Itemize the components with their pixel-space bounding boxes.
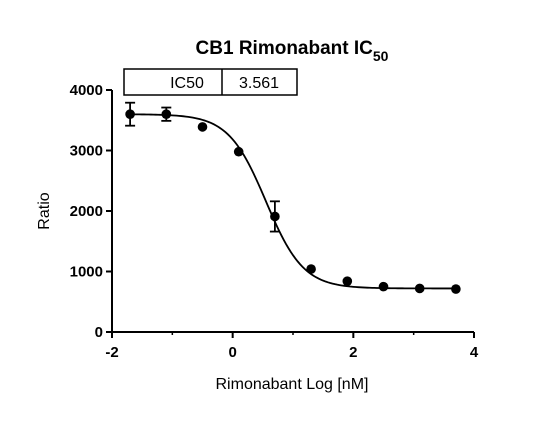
ic50-table-border [123, 68, 298, 96]
data-point [414, 283, 425, 294]
x-tick-label: 4 [470, 344, 479, 361]
ic50-table-label: IC50 [170, 75, 204, 92]
data-point [233, 146, 244, 157]
x-tick-label: 0 [228, 344, 236, 361]
data-point [270, 211, 280, 222]
y-tick-label: 1000 [70, 264, 103, 281]
chart-title-text: CB1 Rimonabant IC [196, 38, 374, 59]
data-point [125, 109, 135, 119]
ic50-table-value: 3.561 [239, 75, 279, 92]
x-axis-label: Rimonabant Log [nM] [216, 376, 369, 393]
y-axis-label: Ratio [36, 192, 53, 229]
y-tick-label: 3000 [70, 143, 103, 160]
x-tick-label: -2 [105, 344, 118, 361]
data-points [125, 101, 461, 294]
data-point [342, 276, 353, 286]
data-point [161, 109, 172, 119]
data-point [197, 122, 208, 132]
ic50-table: IC50 3.561 [123, 68, 298, 96]
x-tick-label: 2 [349, 344, 357, 361]
data-point [378, 281, 389, 292]
y-tick-label: 0 [95, 324, 103, 341]
chart-title: CB1 Rimonabant IC50 [196, 38, 389, 64]
fit-curve [130, 113, 456, 290]
y-tick-label: 4000 [70, 82, 103, 99]
data-point [306, 264, 316, 274]
data-point [451, 284, 461, 294]
y-tick-label: 2000 [70, 203, 103, 220]
chart-title-subscript: 50 [373, 48, 389, 64]
